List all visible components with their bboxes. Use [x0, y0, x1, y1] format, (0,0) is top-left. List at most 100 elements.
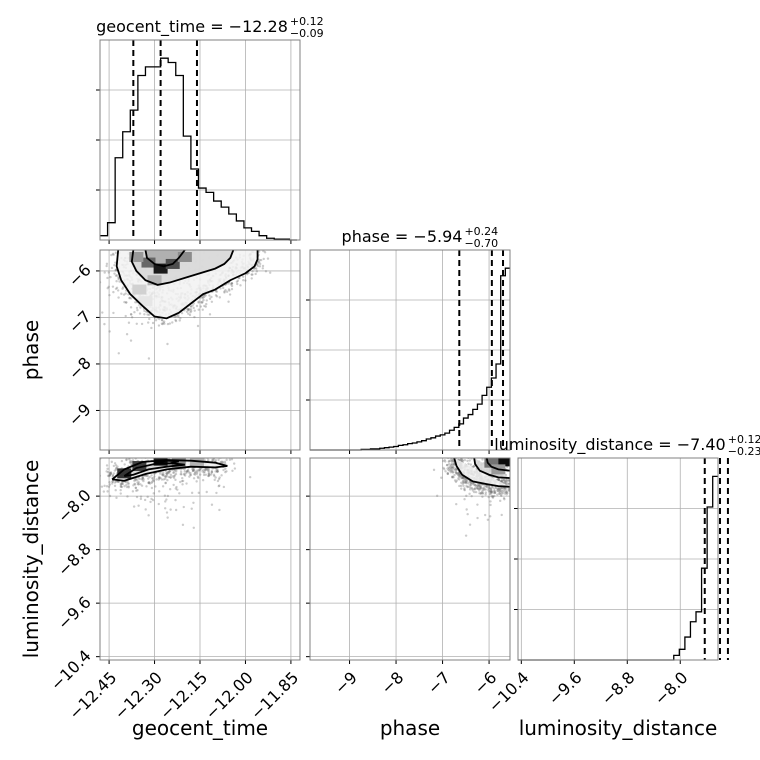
- luminosity_distance_vs_phase-sample-point: [475, 487, 479, 490]
- phase_vs_geocent_time-density-cell: [147, 275, 162, 286]
- phase_vs_geocent_time-sample-point: [185, 246, 187, 248]
- luminosity_distance_vs_geocent_time-sample-point: [159, 432, 161, 434]
- luminosity_distance_vs_geocent_time-sample-point: [216, 470, 219, 473]
- luminosity_distance_vs_geocent_time-sample-point: [115, 445, 117, 447]
- luminosity_distance_vs_phase-sample-point: [503, 498, 506, 501]
- luminosity_distance_vs_phase-sample-point: [452, 455, 454, 457]
- luminosity_distance_vs_geocent_time-sample-point: [172, 483, 175, 487]
- luminosity_distance_vs_phase-density-cell: [484, 458, 499, 468]
- luminosity_distance_vs_geocent_time-sample-point: [116, 453, 118, 455]
- luminosity_distance_vs_geocent_time-sample-point: [157, 478, 160, 481]
- luminosity_distance_vs_phase-sample-point: [468, 480, 471, 484]
- phase_vs_geocent_time-sample-point: [187, 307, 190, 311]
- phase_vs_geocent_time-sample-point: [117, 277, 120, 280]
- luminosity_distance_vs_phase-sample-point: [538, 464, 540, 466]
- luminosity_distance_vs_geocent_time-sample-point: [177, 436, 179, 438]
- geocent_time-hist-frame: [99, 39, 301, 241]
- luminosity_distance_vs_geocent_time-contour-line-1: [123, 462, 185, 477]
- luminosity_distance_vs_phase-sample-point: [463, 458, 467, 462]
- luminosity_distance_vs_phase-sample-point: [454, 454, 456, 456]
- luminosity_distance_vs_geocent_time-sample-point: [165, 471, 168, 475]
- luminosity_distance_vs_geocent_time-sample-point: [208, 473, 211, 476]
- luminosity_distance_vs_geocent_time-sample-point: [86, 474, 88, 476]
- luminosity_distance_vs_geocent_time-sample-point: [207, 470, 210, 473]
- luminosity_distance_vs_geocent_time-sample-point: [161, 473, 164, 477]
- phase_vs_geocent_time-sample-point: [161, 322, 164, 326]
- luminosity_distance_vs_phase-sample-point: [512, 466, 514, 468]
- luminosity_distance_vs_phase-sample-point: [503, 487, 506, 490]
- luminosity_distance_vs_phase-sample-point: [459, 474, 463, 478]
- luminosity_distance_vs_geocent_time-sample-point: [159, 472, 162, 475]
- luminosity_distance_vs_phase-sample-point: [481, 489, 484, 493]
- phase_vs_geocent_time-sample-point: [227, 300, 230, 303]
- luminosity_distance_vs_geocent_time-sample-point: [216, 479, 220, 483]
- luminosity_distance_vs_geocent_time-sample-point: [136, 481, 139, 484]
- luminosity_distance_vs_phase-sample-point: [464, 481, 468, 484]
- luminosity_distance_vs_phase-sample-point: [457, 475, 461, 478]
- luminosity_distance_vs_phase-sample-point: [453, 462, 456, 466]
- luminosity_distance_vs_phase-sample-point: [463, 481, 466, 485]
- phase_vs_geocent_time-sample-point: [142, 200, 144, 202]
- phase_vs_geocent_time-sample-point: [114, 251, 118, 254]
- luminosity_distance_vs_phase-sample-point: [455, 479, 459, 482]
- luminosity_distance_vs_geocent_time-sample-point: [106, 474, 110, 478]
- luminosity_distance_vs_phase-sample-point: [493, 491, 496, 495]
- phase-title-minus: −0.70: [464, 237, 498, 250]
- luminosity_distance_vs_phase-sample-point: [479, 484, 482, 487]
- luminosity_distance_vs_geocent_time-sample-point: [191, 469, 195, 473]
- luminosity_distance_vs_phase-sample-point: [442, 466, 445, 470]
- luminosity_distance_vs_phase-sample-point: [450, 463, 453, 467]
- luminosity_distance_vs_geocent_time-sample-point: [215, 454, 217, 456]
- phase_vs_geocent_time-sample-point: [166, 228, 168, 230]
- luminosity_distance_vs_phase-sample-point: [460, 487, 463, 490]
- phase_vs_geocent_time-sample-point: [114, 274, 118, 277]
- luminosity_distance_vs_phase-sample-point: [451, 455, 453, 457]
- luminosity_distance_vs_phase-sample-point: [506, 455, 508, 457]
- luminosity_distance_vs_geocent_time-sample-point: [137, 483, 140, 486]
- luminosity_distance_vs_geocent_time-sample-point: [139, 497, 143, 501]
- marks-layer: [86, 40, 729, 661]
- luminosity_distance_vs_geocent_time-sample-point: [173, 454, 175, 456]
- luminosity_distance_vs_phase-sample-point: [502, 478, 506, 481]
- phase_vs_geocent_time-sample-point: [103, 322, 106, 326]
- phase_vs_geocent_time-sample-point: [158, 317, 161, 321]
- luminosity_distance_vs_geocent_time-sample-point: [219, 460, 223, 464]
- luminosity_distance_vs_phase-sample-point: [443, 468, 446, 471]
- luminosity_distance_vs_phase-sample-point: [450, 460, 453, 463]
- phase_vs_geocent_time-sample-point: [162, 320, 166, 323]
- luminosity_distance_vs_geocent_time-sample-point: [147, 514, 150, 517]
- luminosity_distance_vs_phase-sample-point: [447, 466, 450, 469]
- luminosity_distance_vs_phase-sample-point: [465, 484, 468, 488]
- geocent_time-xaxis-label: geocent_time: [132, 716, 268, 740]
- phase_vs_geocent_time-contour-line-1: [130, 250, 235, 286]
- luminosity_distance_vs_geocent_time-sample-point: [207, 435, 209, 437]
- luminosity_distance_vs_phase-sample-point: [478, 487, 481, 491]
- luminosity_distance_vs_geocent_time-sample-point: [108, 494, 112, 498]
- luminosity_distance_vs_geocent_time-sample-point: [196, 404, 198, 406]
- phase_vs_geocent_time-sample-point: [135, 322, 138, 325]
- phase-xtick-label: −7: [424, 668, 454, 698]
- luminosity_distance_vs_geocent_time-sample-point: [113, 481, 117, 484]
- phase_vs_geocent_time-sample-point: [147, 321, 150, 324]
- luminosity_distance_vs_phase-sample-point: [500, 513, 503, 517]
- luminosity_distance_vs_geocent_time-sample-point: [208, 422, 210, 424]
- luminosity_distance_vs_geocent_time-sample-point: [205, 490, 208, 494]
- luminosity_distance_vs_phase-sample-point: [450, 469, 453, 472]
- luminosity_distance_vs_phase-sample-point: [525, 504, 527, 506]
- luminosity_distance_vs_phase-sample-point: [483, 488, 486, 491]
- luminosity_distance_vs_phase-sample-point: [514, 484, 516, 486]
- luminosity_distance_vs_geocent_time-sample-point: [158, 475, 161, 479]
- luminosity_distance_vs_geocent_time-sample-point: [210, 470, 214, 473]
- luminosity_distance_vs_geocent_time-sample-point: [116, 465, 119, 468]
- phase_vs_geocent_time-sample-point: [229, 242, 231, 244]
- phase_vs_geocent_time-sample-point: [230, 282, 234, 285]
- luminosity_distance_vs_geocent_time-sample-point: [192, 468, 195, 471]
- phase_vs_geocent_time-sample-point: [196, 324, 200, 328]
- luminosity_distance_vs_geocent_time-sample-point: [166, 452, 168, 454]
- luminosity_distance_vs_phase-sample-point: [501, 479, 504, 483]
- phase_vs_geocent_time-panel: [100, 200, 272, 360]
- phase_vs_geocent_time-sample-point: [252, 241, 254, 243]
- phase_vs_geocent_time-sample-point: [168, 322, 172, 325]
- luminosity_distance_vs_geocent_time-sample-point: [164, 475, 167, 479]
- luminosity_distance_vs_phase-sample-point: [464, 478, 467, 481]
